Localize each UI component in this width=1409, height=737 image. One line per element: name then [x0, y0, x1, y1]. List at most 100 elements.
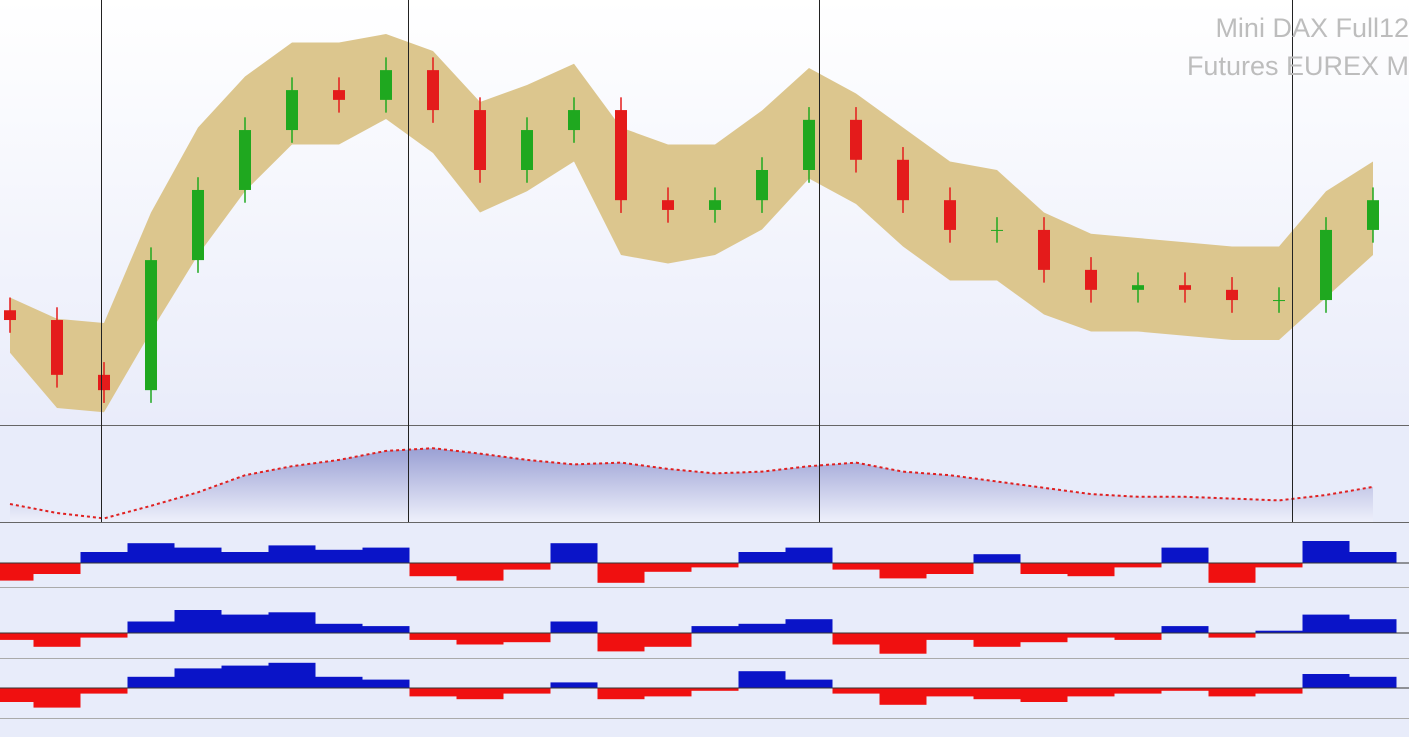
oscillator-bar [738, 671, 786, 688]
oscillator-bar [1208, 688, 1256, 697]
candle-body [1132, 285, 1144, 290]
session-lines [101, 0, 1293, 522]
oscillator-bar [315, 676, 363, 688]
oscillator-bar [0, 633, 34, 640]
candle-body [1367, 200, 1379, 230]
oscillator-bar [644, 633, 692, 647]
oscillator-bar [503, 633, 551, 643]
oscillator-bar [926, 633, 974, 640]
oscillator-bar [1255, 688, 1303, 694]
oscillator-bar [127, 621, 175, 633]
oscillator-bar [456, 633, 504, 645]
oscillator-bar [550, 682, 598, 688]
candle-body [1038, 229, 1050, 270]
candle-body [568, 110, 580, 131]
oscillator-bar [597, 633, 645, 652]
oscillator-bar [503, 688, 551, 694]
candle-body [192, 189, 204, 261]
oscillator-bar [879, 688, 927, 705]
oscillator-bar [1302, 614, 1350, 633]
oscillator-bar [832, 633, 880, 645]
oscillator-bar [832, 563, 880, 570]
oscillator-bar [785, 679, 833, 688]
oscillator-bar [409, 688, 457, 697]
oscillator-bar [785, 619, 833, 633]
oscillator-bar [1302, 674, 1350, 688]
candle-body [98, 374, 110, 391]
oscillator-bar [362, 547, 410, 563]
oscillator-bar [33, 688, 81, 708]
chart-subtitle: Futures EUREX M [1187, 51, 1409, 81]
oscillator-bar [268, 612, 316, 633]
trend-area [10, 448, 1373, 522]
oscillator-bar [456, 688, 504, 700]
oscillator-bar [879, 633, 927, 654]
oscillator-bar [1161, 688, 1209, 691]
oscillator-bar [973, 688, 1021, 700]
oscillator-bar [691, 626, 739, 633]
candle-body [897, 159, 909, 201]
oscillator-bar [80, 688, 128, 694]
oscillator-bar [1255, 630, 1303, 633]
oscillator-bar [1255, 563, 1303, 568]
oscillator-bar [362, 626, 410, 633]
oscillator-bar [80, 552, 128, 563]
candle-body [474, 110, 486, 170]
oscillator-bar [1114, 563, 1162, 568]
oscillator-bar [1161, 626, 1209, 633]
oscillator-bar [221, 614, 269, 633]
oscillator-bar [691, 563, 739, 568]
candle-body [1273, 300, 1285, 302]
panel-separators [0, 425, 1409, 719]
oscillator-bar [644, 688, 692, 697]
candle-body [4, 310, 16, 321]
candle-body [521, 130, 533, 170]
oscillator-bar [973, 633, 1021, 647]
oscillator-bar [174, 547, 222, 563]
oscillator-bar [409, 563, 457, 577]
oscillator-bar [221, 665, 269, 688]
oscillator-bar [174, 610, 222, 633]
candle-body [615, 110, 627, 201]
oscillator-bar [1067, 563, 1115, 577]
oscillator-bar [738, 552, 786, 563]
candle-body [850, 119, 862, 160]
oscillator-bar [362, 679, 410, 688]
oscillator-bar [926, 563, 974, 574]
oscillator-bar [268, 662, 316, 688]
oscillator-bar [1161, 547, 1209, 563]
oscillator-bar [1114, 688, 1162, 694]
oscillator-bar [315, 549, 363, 563]
oscillator-bar [127, 543, 175, 563]
oscillator-bar [1349, 676, 1397, 688]
candle-body [1320, 229, 1332, 301]
candle-body [709, 200, 721, 210]
oscillator-bar [691, 688, 739, 691]
oscillator-bar [221, 552, 269, 563]
oscillator-bar [409, 633, 457, 640]
oscillator-bar [503, 563, 551, 570]
candle-body [239, 130, 251, 190]
oscillator-bar [0, 563, 34, 581]
oscillator-bar [1349, 619, 1397, 633]
chart-title: Mini DAX Full12 [1215, 13, 1409, 43]
oscillator-bar [550, 621, 598, 633]
oscillator-bar [1020, 563, 1068, 574]
candle-body [333, 90, 345, 100]
oscillator-bar [174, 668, 222, 688]
oscillator-bar [550, 543, 598, 563]
oscillator-bar [1208, 633, 1256, 638]
oscillator-bar [1302, 541, 1350, 563]
oscillator-bar [644, 563, 692, 572]
oscillator-bar [33, 563, 81, 574]
oscillator-bar [597, 563, 645, 583]
trend-line [9, 447, 1374, 520]
candle-body [944, 200, 956, 230]
oscillator-bar [127, 676, 175, 688]
oscillator-bar [456, 563, 504, 581]
candle-body [51, 320, 63, 375]
oscillator-bar [1067, 688, 1115, 697]
bollinger-band [10, 34, 1373, 413]
candle-body [286, 90, 298, 131]
